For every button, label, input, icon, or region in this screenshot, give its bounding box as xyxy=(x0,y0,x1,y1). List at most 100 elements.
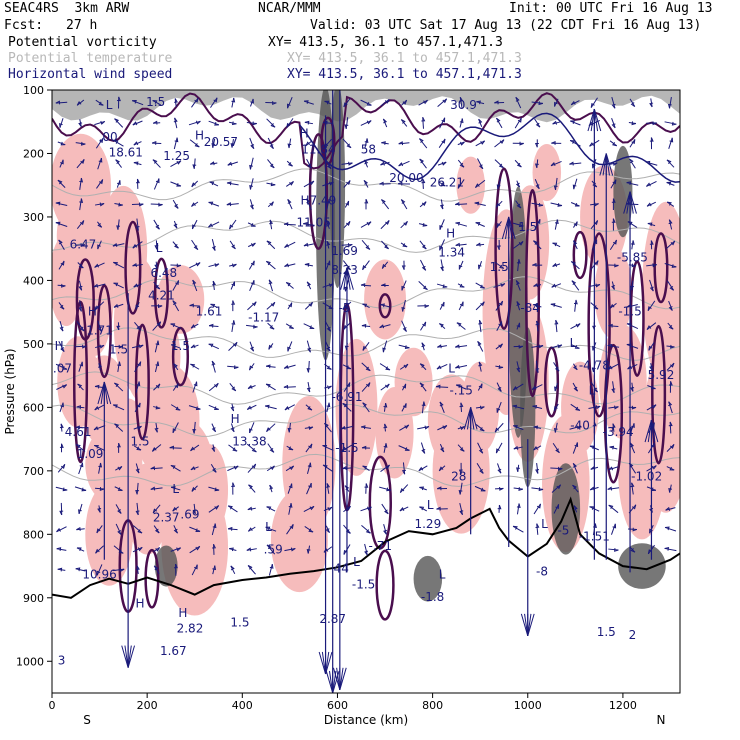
terrain-line xyxy=(52,496,680,599)
wind-arrow-head xyxy=(496,407,501,413)
wind-arrow-head xyxy=(360,425,366,430)
wind-arrow-head xyxy=(251,463,257,469)
contour-label: 20.00 xyxy=(389,171,423,185)
wind-arrow xyxy=(402,299,406,312)
wind-arrow xyxy=(135,381,140,393)
wind-arrow xyxy=(555,177,558,190)
wind-arrow-head xyxy=(535,523,540,528)
long-wind-arrow-head xyxy=(599,153,607,176)
wind-arrow-head xyxy=(404,447,410,451)
wind-arrow-head xyxy=(423,99,428,105)
wind-arrow xyxy=(646,181,657,187)
theta-contour xyxy=(52,371,680,405)
wind-arrow-head xyxy=(440,266,445,272)
wind-arrow-head xyxy=(363,179,369,185)
wind-arrow xyxy=(152,504,161,514)
wind-arrow-head xyxy=(133,283,139,288)
wind-arrow xyxy=(192,381,198,393)
wind-arrow xyxy=(550,344,563,349)
wind-arrow-head xyxy=(79,198,84,203)
long-wind-arrow-head xyxy=(103,381,109,405)
wind-arrow xyxy=(266,423,276,433)
long-wind-arrow-head xyxy=(508,216,513,240)
contour-label: 11.84 xyxy=(301,142,335,156)
wind-arrow xyxy=(572,240,578,250)
pv-contour-loop xyxy=(73,300,89,464)
wind-arrow-head xyxy=(442,284,448,289)
wind-arrow xyxy=(152,444,162,452)
wind-arrow xyxy=(495,117,503,129)
wind-arrow xyxy=(93,425,106,431)
wind-arrow-head xyxy=(93,283,99,288)
wind-arrow xyxy=(155,422,158,433)
wind-arrow xyxy=(361,524,371,534)
wind-arrow xyxy=(436,283,448,288)
wind-arrow xyxy=(59,321,64,332)
wind-arrow xyxy=(516,503,520,515)
wind-arrow-head xyxy=(272,101,277,106)
wind-arrow-head xyxy=(309,180,315,186)
wind-arrow-head xyxy=(460,141,465,146)
wind-arrow xyxy=(439,443,445,453)
wind-arrows xyxy=(55,96,677,576)
wind-arrow xyxy=(287,96,293,109)
wind-arrow xyxy=(326,198,330,210)
wind-arrow xyxy=(208,343,220,350)
axes: 100 200 300 400 500 600 700 800 900 1000 0 200 400 60… xyxy=(3,84,665,727)
wind-arrow-head xyxy=(326,260,331,266)
contour-label: H xyxy=(88,304,97,318)
wind-arrow-head xyxy=(270,302,276,307)
wind-arrow-head xyxy=(132,263,137,268)
terrain-profile xyxy=(52,496,680,599)
wind-arrow-head xyxy=(385,464,390,470)
wind-arrow xyxy=(383,403,387,412)
wind-arrow-head xyxy=(117,96,121,102)
contour-label: 11.05 xyxy=(296,215,330,229)
wind-arrow xyxy=(288,503,292,515)
wind-arrow xyxy=(173,137,178,150)
wind-arrow-head xyxy=(458,489,463,495)
wind-arrow xyxy=(420,321,427,331)
pv-contour-loop xyxy=(572,230,588,280)
wind-arrow xyxy=(76,528,85,531)
wind-arrow-head xyxy=(193,381,198,387)
contour-label: 5.92 xyxy=(648,368,675,382)
wind-arrow-head xyxy=(612,161,618,166)
wind-arrow xyxy=(231,97,235,108)
wind-arrow xyxy=(630,423,635,433)
wind-arrow xyxy=(419,259,427,271)
wind-arrow-head xyxy=(55,100,61,105)
wind-arrow-head xyxy=(137,529,143,534)
wind-arrow-head xyxy=(608,466,614,471)
wind-arrow xyxy=(475,222,485,227)
wind-arrow-head xyxy=(231,97,236,103)
wind-arrow-head xyxy=(516,203,522,209)
wind-arrow xyxy=(170,160,182,167)
wind-arrow-head xyxy=(574,202,580,207)
wind-arrow-head xyxy=(421,178,426,184)
wind-arrow xyxy=(94,120,105,126)
wind-arrow-head xyxy=(155,224,160,230)
wind-arrow xyxy=(303,505,315,513)
wind-arrow-head xyxy=(326,402,331,408)
wind-arrow-head xyxy=(306,548,311,554)
long-wind-arrow-head xyxy=(321,651,327,675)
wind-arrow-head xyxy=(192,164,197,169)
wind-arrow-head xyxy=(229,224,234,230)
wind-arrow-head xyxy=(421,117,426,122)
wind-arrow-head xyxy=(326,220,331,225)
wind-arrow xyxy=(113,139,124,147)
wind-arrow-head xyxy=(171,486,176,490)
wind-arrow-head xyxy=(518,223,524,228)
wind-arrow-head xyxy=(611,123,616,129)
wind-arrow xyxy=(229,383,237,392)
wind-arrow xyxy=(645,161,658,166)
wind-arrow-head xyxy=(669,466,675,471)
wind-arrow-head xyxy=(209,181,215,186)
wind-arrow-head xyxy=(535,122,541,128)
y-tick-label: 800 xyxy=(23,528,44,541)
theta-contour xyxy=(52,219,680,253)
wind-arrow-head xyxy=(136,446,142,451)
stratosphere-shading xyxy=(52,90,680,123)
wind-arrow-head xyxy=(553,405,558,411)
